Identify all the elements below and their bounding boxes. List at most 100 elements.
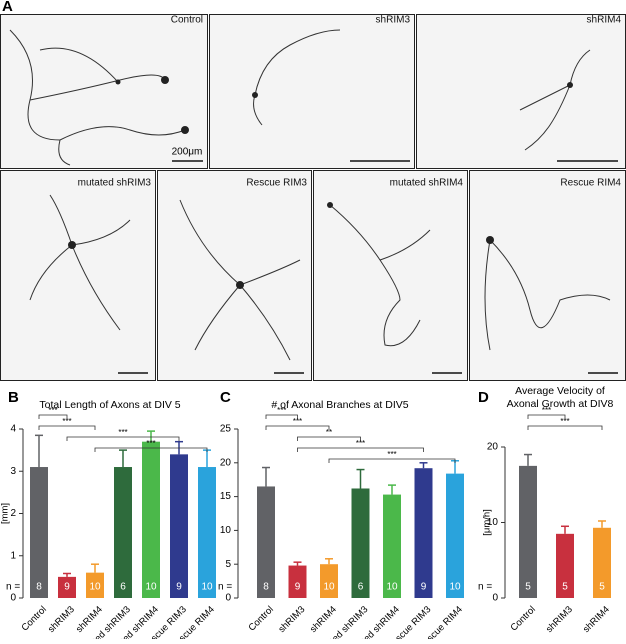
bar [58, 576, 76, 598]
significance-label: *** [356, 439, 365, 448]
neurite [29, 194, 131, 331]
y-axis-label: [mm] [0, 503, 11, 524]
y-tick-label: 2 [10, 508, 16, 519]
n-value: 5 [599, 582, 605, 593]
n-value: 10 [386, 582, 398, 593]
significance-label: *** [62, 417, 71, 426]
n-value: 9 [64, 582, 70, 593]
y-tick-label: 25 [220, 424, 232, 435]
y-tick-label: 15 [220, 491, 232, 502]
bar [519, 465, 537, 598]
n-value: 8 [263, 582, 269, 593]
neurite [519, 49, 591, 151]
significance-label: *** [293, 417, 302, 426]
image-label: Rescue RIM4 [560, 178, 621, 189]
image-label: mutated shRIM3 [78, 178, 152, 189]
panel-letter: C [220, 389, 231, 406]
neurite [9, 29, 186, 166]
y-tick-label: 3 [10, 466, 16, 477]
y-tick-label: 1 [10, 550, 16, 561]
image-label: Control [171, 15, 203, 26]
panel-letter: B [8, 389, 19, 406]
significance-bracket [38, 414, 68, 419]
n-value: 10 [323, 582, 335, 593]
n-label: n = [218, 582, 232, 593]
bar [257, 486, 275, 598]
significance-label: *** [387, 450, 396, 459]
scale-label: 200μm [172, 147, 203, 158]
image-label: mutated shRIM4 [390, 178, 464, 189]
bar [114, 467, 132, 598]
significance-bracket [66, 436, 180, 441]
soma [115, 79, 121, 85]
n-value: 10 [449, 582, 461, 593]
bar [351, 488, 370, 598]
significance-label: *** [48, 406, 57, 415]
soma [327, 202, 333, 208]
chart-title: Axonal Growth at DIV8 [507, 398, 614, 410]
x-tick-label: Control [246, 604, 275, 633]
bar [556, 533, 574, 598]
significance-label: *** [277, 406, 286, 415]
panel-letter: A [2, 0, 13, 15]
soma [161, 76, 169, 84]
y-tick-label: 20 [220, 457, 232, 468]
bar [142, 441, 160, 598]
micrograph [157, 170, 312, 381]
y-tick-label: 10 [220, 525, 232, 536]
significance-label: ** [326, 428, 332, 437]
micrograph [313, 170, 468, 381]
bar [414, 468, 433, 598]
n-value: 9 [421, 582, 427, 593]
x-tick-label: shRIM3 [46, 604, 77, 635]
neurite [484, 239, 611, 351]
image-label: shRIM3 [376, 15, 411, 26]
n-value: 6 [120, 582, 126, 593]
soma [68, 241, 76, 249]
significance-bracket [328, 458, 456, 463]
significance-bracket [527, 425, 603, 430]
chart-title: # of Axonal Branches at DIV5 [271, 399, 408, 411]
soma [252, 92, 258, 98]
bar [86, 572, 104, 598]
significance-bracket [527, 414, 566, 419]
n-value: 5 [562, 582, 568, 593]
significance-bracket [297, 436, 361, 441]
bar [383, 494, 401, 598]
panel-a [0, 14, 626, 381]
x-tick-label: shRIM4 [308, 604, 339, 635]
soma [567, 82, 573, 88]
micrograph [209, 14, 415, 169]
y-tick-label: 0 [492, 593, 498, 604]
significance-label: *** [560, 417, 569, 426]
n-label: n = [478, 582, 492, 593]
soma [181, 126, 189, 134]
n-value: 6 [358, 582, 364, 593]
significance-label: *** [146, 439, 155, 448]
soma [486, 236, 494, 244]
micrograph [0, 14, 208, 169]
significance-bracket [265, 425, 330, 430]
n-value: 9 [295, 582, 301, 593]
significance-bracket [297, 447, 424, 452]
y-tick-label: 0 [225, 593, 231, 604]
bar [30, 467, 48, 598]
micrograph [0, 170, 156, 381]
panel-letter: D [478, 389, 489, 406]
x-tick-label: shRIM4 [581, 604, 612, 635]
n-value: 10 [145, 582, 157, 593]
x-tick-label: Control [508, 604, 537, 633]
bar [593, 527, 611, 598]
bar [288, 565, 307, 598]
x-tick-label: shRIM3 [544, 604, 575, 635]
bar [170, 454, 188, 598]
micrograph [469, 170, 626, 381]
significance-label: *** [542, 406, 551, 415]
n-value: 8 [36, 582, 42, 593]
chart-title: Average Velocity of [515, 385, 605, 397]
image-label: Rescue RIM3 [246, 178, 307, 189]
n-value: 9 [176, 582, 182, 593]
y-tick-label: 5 [225, 559, 231, 570]
y-tick-label: 0 [10, 593, 16, 604]
